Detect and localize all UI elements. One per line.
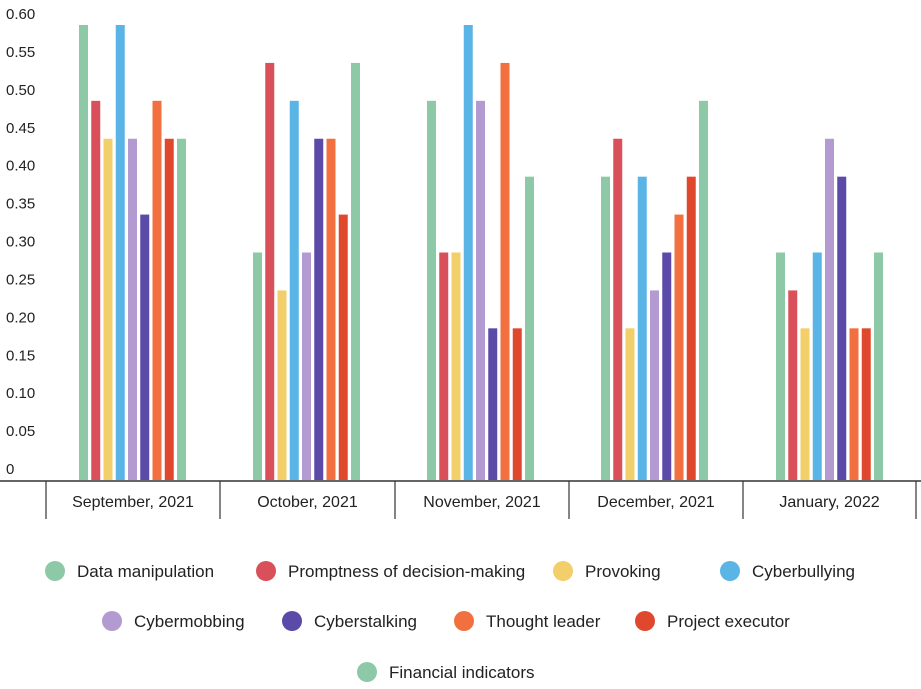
bar [699, 100, 708, 480]
bar [177, 138, 186, 480]
bar [625, 328, 635, 480]
bar [874, 252, 883, 480]
x-tick-label: October, 2021 [257, 494, 358, 511]
bar [427, 100, 436, 480]
legend-marker [720, 561, 740, 581]
bar [128, 138, 137, 480]
bar [463, 25, 473, 480]
bar [289, 100, 299, 480]
y-tick-label: 0.45 [6, 120, 35, 137]
legend-marker [635, 611, 655, 631]
bar [91, 100, 101, 480]
bar [788, 290, 798, 480]
y-tick-label: 0.05 [6, 423, 35, 440]
bar [525, 176, 534, 481]
y-tick-label: 0.20 [6, 309, 35, 326]
legend-label: Project executor [667, 612, 790, 631]
bar [476, 100, 485, 480]
bar [277, 290, 287, 480]
bar [439, 252, 449, 480]
bar [152, 100, 162, 480]
legend-label: Cybermobbing [134, 612, 245, 631]
y-tick-label: 0.50 [6, 82, 35, 99]
x-tick-label: December, 2021 [597, 494, 715, 511]
legend-label: Promptness of decision-making [288, 562, 525, 581]
legend-marker [553, 561, 573, 581]
bar [338, 214, 348, 480]
y-tick-label: 0.55 [6, 44, 35, 61]
bar [812, 252, 822, 480]
legend-marker [454, 611, 474, 631]
legend-label: Thought leader [486, 612, 601, 631]
legend-marker [282, 611, 302, 631]
bar [79, 25, 88, 480]
bar [265, 62, 275, 481]
bar [140, 214, 150, 480]
bar [164, 138, 174, 480]
y-tick-label: 0.25 [6, 271, 35, 288]
bar [103, 138, 113, 480]
legend-marker [45, 561, 65, 581]
y-tick-label: 0.35 [6, 196, 35, 213]
bar [686, 176, 696, 481]
bar [302, 252, 311, 480]
bar [115, 25, 125, 480]
bar [837, 176, 847, 481]
legend-marker [102, 611, 122, 631]
bar [500, 62, 510, 481]
legend-marker [256, 561, 276, 581]
bar [861, 328, 871, 480]
bar [488, 328, 498, 480]
x-tick-label: September, 2021 [72, 494, 194, 511]
bar [849, 328, 859, 480]
bar [351, 62, 360, 481]
y-tick-label: 0.10 [6, 385, 35, 402]
legend-label: Cyberbullying [752, 562, 855, 581]
legend-marker [357, 662, 377, 682]
bar [825, 138, 834, 480]
x-tick-label: November, 2021 [423, 494, 541, 511]
bar [601, 176, 610, 481]
legend-label: Provoking [585, 562, 661, 581]
y-tick-label: 0.30 [6, 234, 35, 251]
bar [637, 176, 647, 481]
y-tick-label: 0.15 [6, 347, 35, 364]
legend-label: Financial indicators [389, 663, 535, 682]
x-tick-label: January, 2022 [779, 494, 879, 511]
bar [674, 214, 684, 480]
bar [662, 252, 672, 480]
y-tick-label: 0 [6, 461, 14, 478]
legend-label: Cyberstalking [314, 612, 417, 631]
bar [326, 138, 336, 480]
legend-label: Data manipulation [77, 562, 214, 581]
bar [451, 252, 461, 480]
y-tick-label: 0.60 [6, 6, 35, 23]
bar [253, 252, 262, 480]
bar [650, 290, 659, 480]
bar [512, 328, 522, 480]
bar [800, 328, 810, 480]
bar [314, 138, 324, 480]
y-tick-label: 0.40 [6, 158, 35, 175]
bar [776, 252, 785, 480]
bar [613, 138, 623, 480]
